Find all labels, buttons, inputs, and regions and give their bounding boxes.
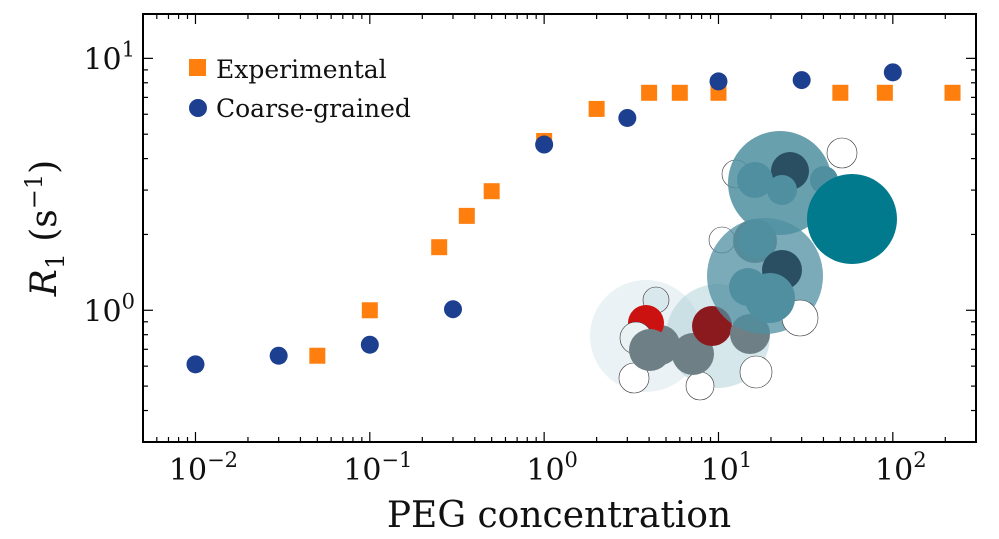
legend-label-experimental: Experimental (216, 55, 387, 84)
point-experimental (832, 84, 849, 101)
x-tick-label: 10−1 (343, 448, 412, 488)
x-tick-label: 101 (701, 448, 753, 488)
x-tick-label: 102 (875, 448, 927, 488)
y-tick-label: 101 (83, 37, 135, 77)
point-coarse-grained (883, 63, 902, 82)
point-coarse-grained (792, 71, 811, 90)
point-coarse-grained (709, 72, 728, 91)
point-experimental (944, 84, 961, 101)
crowded-molecules-illustration (590, 131, 897, 401)
point-experimental (361, 302, 378, 319)
data-marks (186, 63, 961, 374)
point-coarse-grained (269, 346, 288, 365)
x-axis-title: PEG concentration (387, 495, 731, 536)
y-axis-unit-open: (s (24, 209, 65, 253)
axis-tick-labels: 10−2 10−1 100 101 102 100 101 (83, 37, 926, 488)
point-experimental (641, 84, 658, 101)
point-experimental (309, 347, 326, 364)
legend-label-coarse-grained: Coarse-grained (216, 94, 411, 123)
point-experimental (876, 84, 893, 101)
y-axis-unit-exponent: −1 (20, 174, 48, 209)
point-experimental (431, 239, 448, 256)
legend-marker-experimental (189, 59, 206, 76)
axis-ticks (142, 14, 977, 443)
x-tick-label: 10−2 (169, 448, 238, 488)
point-coarse-grained (535, 135, 554, 154)
point-experimental (483, 183, 500, 200)
y-axis-subscript: 1 (41, 253, 70, 269)
x-tick-label: 100 (526, 448, 578, 488)
plot-frame (142, 13, 977, 443)
y-axis-title: R1 (s−1) (20, 160, 70, 297)
point-experimental (458, 207, 475, 224)
point-experimental (671, 84, 688, 101)
point-coarse-grained (443, 300, 462, 319)
point-coarse-grained (186, 355, 205, 374)
legend: Experimental Coarse-grained (189, 55, 411, 123)
point-coarse-grained (618, 108, 637, 127)
y-tick-label: 100 (83, 289, 135, 329)
legend-marker-coarse-grained (189, 99, 207, 117)
y-axis-symbol: R (24, 269, 65, 297)
point-coarse-grained (360, 335, 379, 354)
y-axis-unit-close: ) (24, 160, 65, 174)
point-experimental (588, 100, 605, 117)
